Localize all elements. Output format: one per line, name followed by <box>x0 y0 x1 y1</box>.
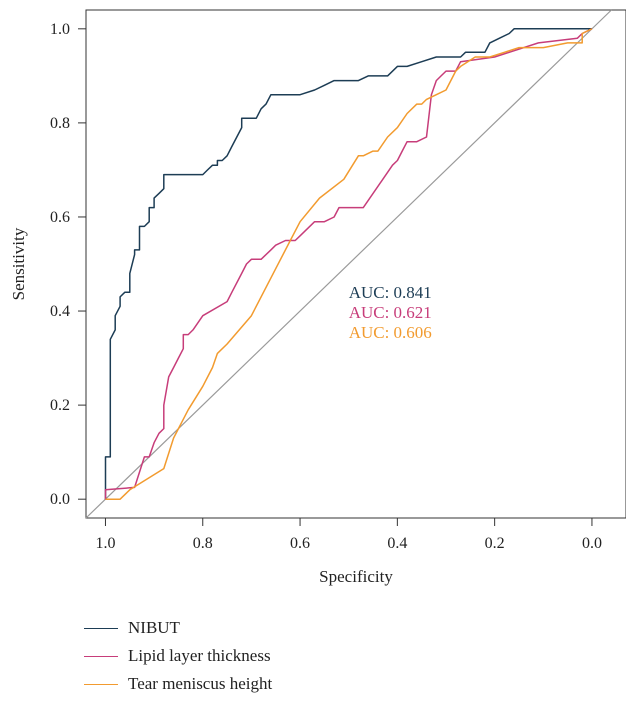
plot-frame <box>85 9 626 519</box>
auc-label-2: AUC: 0.606 <box>349 323 432 342</box>
x-tick-label-5: 0.0 <box>582 535 602 552</box>
reference-diagonal-line <box>85 9 612 519</box>
legend-item-nibut: NIBUT <box>84 614 272 642</box>
y-tick-label-0: 0.0 <box>50 491 70 508</box>
roc-chart: 1.0 0.8 0.6 0.4 0.2 0.0 0.0 0.2 0.4 0.6 0.8 1.0 AU… <box>9 9 626 586</box>
legend-swatch-tear <box>84 683 118 685</box>
x-tick-label-2: 0.6 <box>290 535 310 552</box>
reference-diagonal-group <box>85 9 612 519</box>
legend-item-lipid: Lipid layer thickness <box>84 642 272 670</box>
x-tick-label-1: 0.8 <box>193 535 213 552</box>
x-tick-label-3: 0.4 <box>387 535 407 552</box>
legend-label-tear: Tear meniscus height <box>128 674 273 693</box>
legend-swatch-nibut <box>84 627 118 629</box>
y-tick-label-3: 0.6 <box>50 209 70 226</box>
auc-label-1: AUC: 0.621 <box>349 303 432 322</box>
x-tick-label-0: 1.0 <box>95 535 115 552</box>
roc-curves-group <box>104 28 593 500</box>
auc-label-0: AUC: 0.841 <box>349 283 432 302</box>
legend-swatch-lipid <box>84 655 118 657</box>
legend-item-tear: Tear meniscus height <box>84 670 272 698</box>
legend-label-lipid: Lipid layer thickness <box>128 646 271 665</box>
y-axis-label: Sensitivity <box>9 227 28 300</box>
y-tick-label-2: 0.4 <box>50 303 70 320</box>
y-tick-label-1: 0.2 <box>50 397 70 414</box>
legend-label-nibut: NIBUT <box>128 618 180 637</box>
y-tick-label-5: 1.0 <box>50 21 70 38</box>
roc-curve-2 <box>105 28 593 500</box>
x-axis-ticks: 1.0 0.8 0.6 0.4 0.2 0.0 <box>95 518 602 552</box>
x-axis-label: Specificity <box>319 567 393 586</box>
legend: NIBUT Lipid layer thickness Tear meniscu… <box>84 614 272 698</box>
x-tick-label-4: 0.2 <box>485 535 505 552</box>
roc-curve-0 <box>104 28 592 500</box>
y-tick-label-4: 0.8 <box>50 115 70 132</box>
y-axis-ticks: 0.0 0.2 0.4 0.6 0.8 1.0 <box>50 21 86 508</box>
